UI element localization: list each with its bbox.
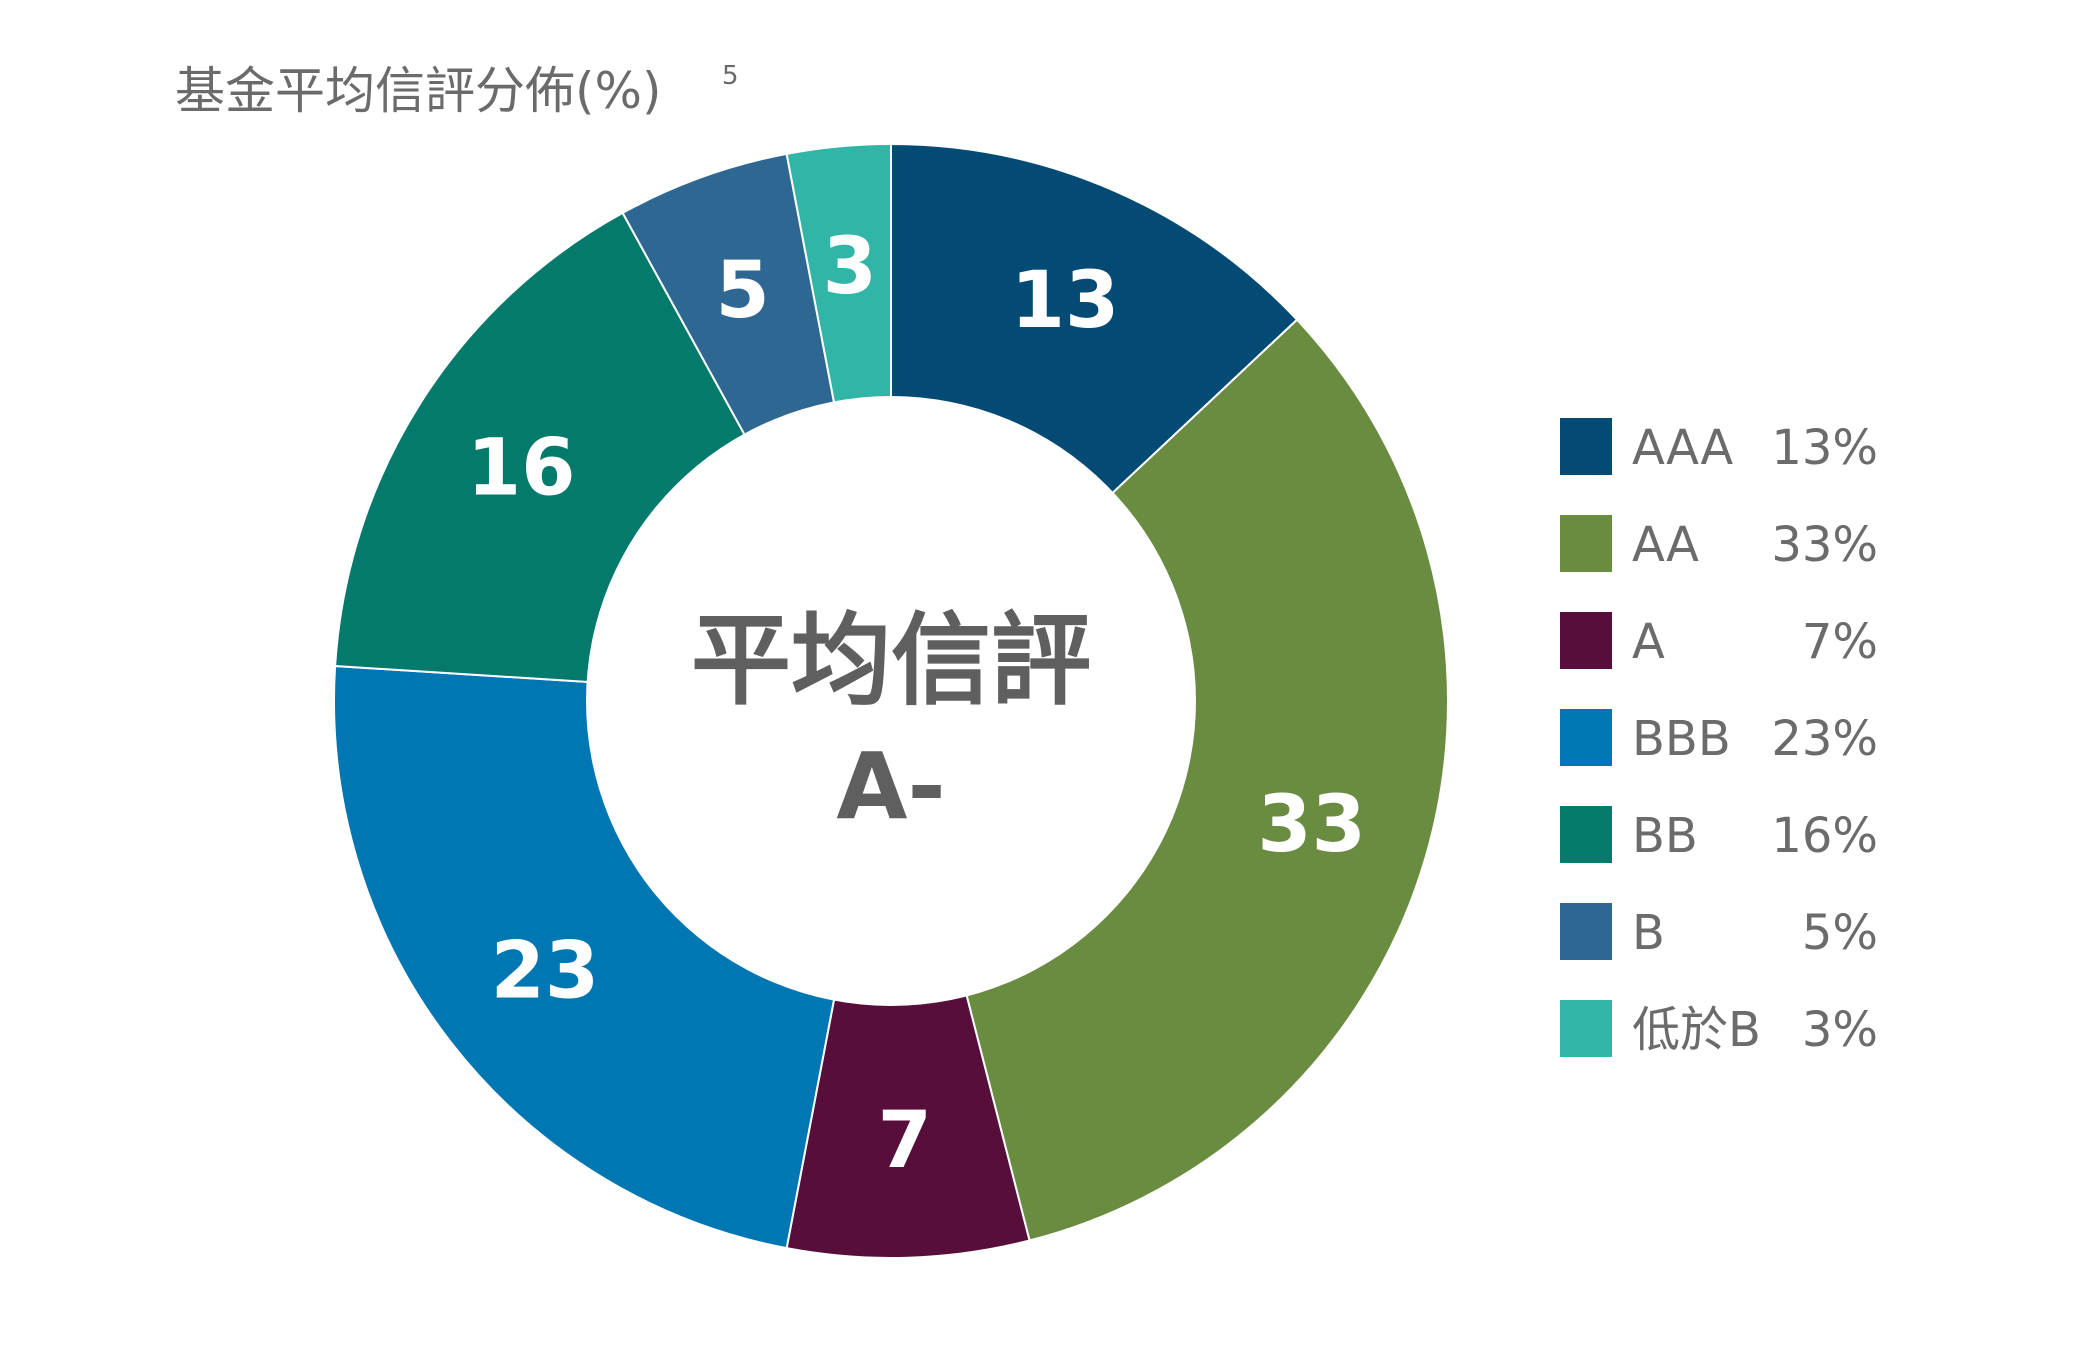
legend-label-bb: BB xyxy=(1632,808,1698,864)
slice-label-aa: 33 xyxy=(1257,780,1366,870)
legend-label-b: B xyxy=(1632,905,1665,961)
legend-label-bbb: BBB xyxy=(1632,711,1731,767)
slice-labels-group: 13 33 7 23 16 5 3 xyxy=(467,222,1366,1186)
legend-label-b: 低於B xyxy=(1632,1002,1761,1058)
legend-value-a: 7% xyxy=(1802,614,1878,670)
slice-label-b: 5 xyxy=(715,246,769,336)
legend-swatch-a xyxy=(1560,612,1612,669)
chart-title-footnote: 5 xyxy=(722,61,739,91)
legend-value-bb: 16% xyxy=(1771,808,1878,864)
legend-label-aa: AA xyxy=(1632,517,1699,573)
center-title: 平均信評 xyxy=(691,602,1091,719)
slice-label-aaa: 13 xyxy=(1011,256,1120,346)
legend-value-b: 3% xyxy=(1802,1002,1878,1058)
legend-swatch-b xyxy=(1560,903,1612,960)
legend-swatch-bbb xyxy=(1560,709,1612,766)
legend-label-aaa: AAA xyxy=(1632,420,1733,476)
legend-value-aa: 33% xyxy=(1771,517,1878,573)
slice-label-b: 3 xyxy=(823,222,877,312)
legend-value-bbb: 23% xyxy=(1771,711,1878,767)
center-value: A- xyxy=(836,733,945,840)
legend-swatch-b xyxy=(1560,1000,1612,1057)
legend-swatch-bb xyxy=(1560,806,1612,863)
chart-title: 基金平均信評分佈(%) xyxy=(175,62,662,120)
slice-label-bb: 16 xyxy=(467,423,576,513)
slice-label-bbb: 23 xyxy=(491,927,600,1017)
legend: AAA 13% AA 33% A 7% BBB 23% BB 16% B 5% 低於B 3% xyxy=(1560,418,1878,1058)
donut-hole xyxy=(586,396,1196,1006)
legend-value-aaa: 13% xyxy=(1771,420,1878,476)
legend-swatch-aaa xyxy=(1560,418,1612,475)
legend-swatch-aa xyxy=(1560,515,1612,572)
legend-value-b: 5% xyxy=(1802,905,1878,961)
legend-label-a: A xyxy=(1632,614,1665,670)
slice-label-a: 7 xyxy=(878,1096,932,1186)
